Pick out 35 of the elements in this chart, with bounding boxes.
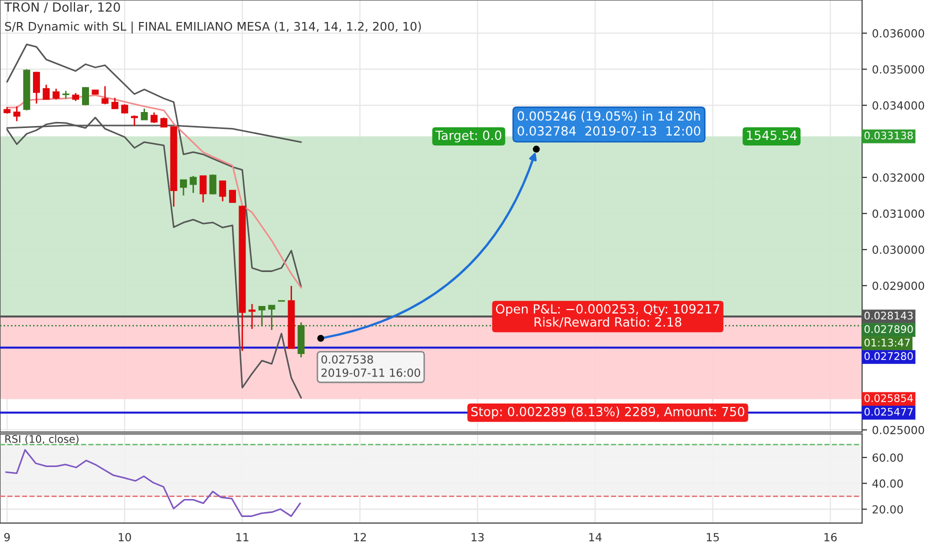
ref-line-label: 0.027280 (864, 352, 913, 360)
y-tick-label: 40.00 (872, 479, 903, 488)
annotation: 0.005246 (19.05%) in 1d 20h 0.032784 2019-07-13 12:00 (518, 110, 700, 136)
y-tick-label: 0.031000 (872, 209, 924, 218)
annotation: Open P&L: −0.000253, Qty: 109217 Risk/Reward Ratio: 2.18 (496, 304, 720, 328)
y-tick-label: 20.00 (872, 505, 903, 514)
y-tick-label: 0.036000 (872, 29, 924, 38)
x-tick-label: 11 (236, 533, 248, 542)
band-label: 0.025854 (864, 394, 913, 402)
x-tick-label: 16 (824, 532, 837, 542)
annotation: Target: 0.0 (435, 130, 502, 142)
annotation: Stop: 0.002289 (8.13%) 2289, Amount: 750 (471, 406, 744, 419)
y-tick-label: 0.025000 (872, 426, 924, 434)
text: 01:13:47 (864, 338, 910, 347)
y-tick-label: 0.035000 (872, 65, 924, 74)
text: S/R Dynamic with SL | FINAL EMILIANO MESA (1, 314, 14, 1.2, 200, 10) (5, 22, 421, 34)
ref-line-label: 0.028143 (864, 312, 913, 320)
annotation: 1545.54 (747, 130, 797, 140)
x-tick-label: 14 (589, 533, 602, 542)
y-tick-label: 0.034000 (872, 101, 924, 110)
x-tick-label: 12 (354, 532, 366, 542)
band-label: 0.033138 (864, 132, 913, 140)
x-tick-label: 9 (4, 532, 10, 542)
y-tick-label: 0.029000 (872, 282, 924, 290)
x-tick-label: 15 (706, 533, 719, 542)
y-tick-label: 0.030000 (872, 246, 924, 254)
ref-line-label: 0.025477 (864, 408, 913, 416)
ref-line-label: 0.027890 (864, 325, 913, 334)
y-tick-label: 60.00 (872, 453, 903, 462)
y-tick-label: 0.032000 (872, 173, 924, 182)
x-tick-label: 13 (472, 532, 484, 542)
chart-title: TRON / Dollar, 120 (4, 2, 120, 14)
x-tick-label: 10 (118, 532, 131, 542)
annotation: 0.027538 2019-07-11 16:00 (321, 355, 420, 377)
chart-title: RSI (10, close) (5, 434, 78, 444)
